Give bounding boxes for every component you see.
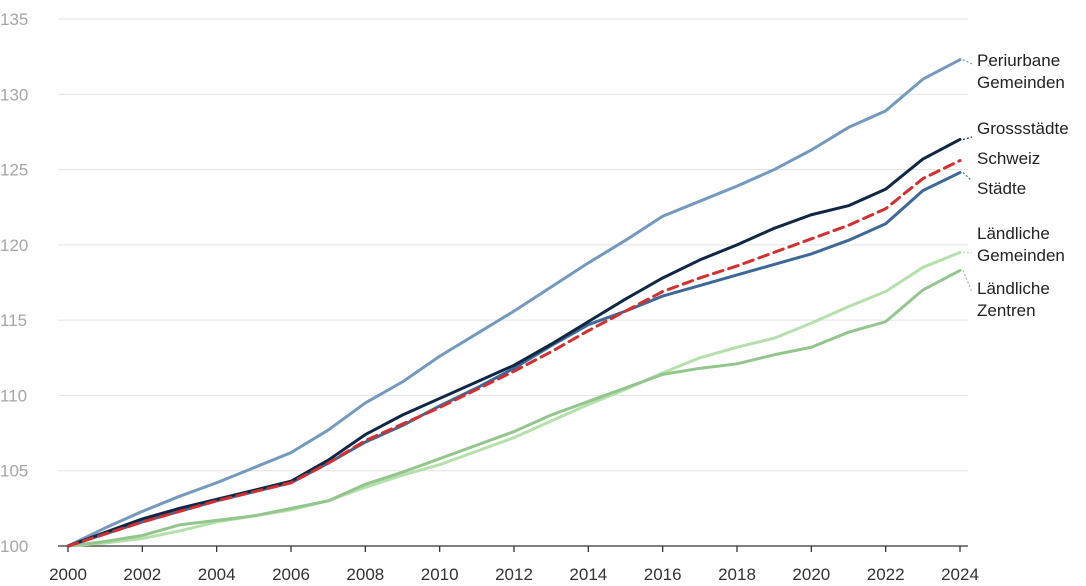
label-connector [962,59,973,65]
series-labels: Periurbane Gemeinden Grossstädte Schweiz Stä… [962,51,1069,320]
y-tick-label: 135 [0,10,28,29]
y-tick-label: 130 [0,85,28,104]
x-tick-label: 2016 [644,565,682,584]
y-tick-label: 110 [0,386,27,405]
label-connector [962,172,973,182]
series-line-grossstädte [66,137,962,548]
series-label: Gemeinden [977,73,1065,92]
y-tick-label: 115 [0,311,27,330]
x-tick-label: 2004 [198,565,236,584]
series-label: Periurbane [977,51,1060,70]
x-tick-label: 2002 [123,565,161,584]
x-tick-label: 2006 [272,565,310,584]
x-tick-label: 2014 [569,565,607,584]
x-tick-label: 2020 [792,565,830,584]
label-connector [962,136,973,141]
x-tick-label: 2010 [421,565,459,584]
series-label: Ländliche [977,279,1050,298]
series-line-schweiz [66,159,962,548]
y-tick-label: 100 [0,537,28,556]
label-connector [962,270,973,293]
series-line-periurbane-gemeinden [66,58,962,548]
series-label: Gemeinden [977,246,1065,265]
x-axis-tick-labels: 2000 2002 2004 2006 2008 2010 2012 2014 2016 2018… [49,546,979,584]
series-line-städte [66,171,962,548]
y-tick-label: 120 [0,236,28,255]
x-tick-label: 2022 [867,565,905,584]
x-tick-label: 2012 [495,565,533,584]
series-label: Städte [977,179,1026,198]
series-label: Zentren [977,301,1036,320]
series-label: Ländliche [977,224,1050,243]
x-tick-label: 2000 [49,565,87,584]
y-tick-label: 105 [0,462,28,481]
x-tick-label: 2024 [941,565,979,584]
y-axis-tick-labels: 100 105 110 115 120 125 130 135 [0,10,28,556]
x-tick-label: 2018 [718,565,756,584]
series-lines [66,58,962,548]
series-label: Schweiz [977,149,1040,168]
label-connector [962,251,973,254]
grid-lines [58,18,968,547]
series-label: Grossstädte [977,119,1069,138]
series-line-ländliche-zentren [66,268,962,548]
x-tick-label: 2008 [346,565,384,584]
y-tick-label: 125 [0,161,28,180]
